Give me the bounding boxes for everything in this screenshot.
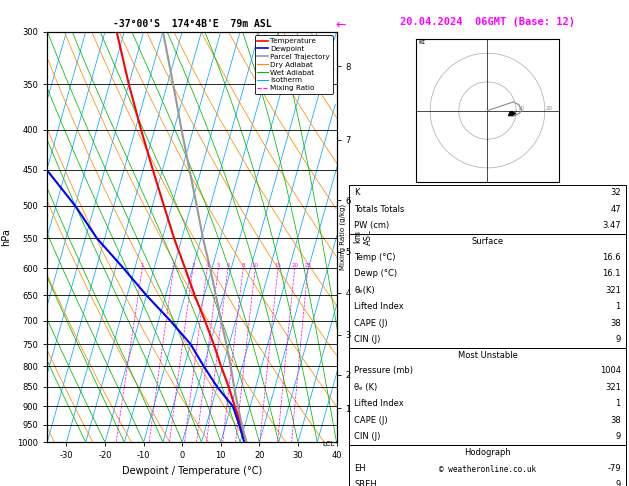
Text: LCL: LCL: [323, 441, 335, 447]
Text: 25: 25: [304, 263, 311, 268]
Text: Lifted Index: Lifted Index: [354, 399, 404, 408]
Text: 9: 9: [616, 433, 621, 441]
Text: 20.04.2024  06GMT (Base: 12): 20.04.2024 06GMT (Base: 12): [400, 17, 575, 27]
Text: 4: 4: [206, 263, 209, 268]
Text: 20: 20: [546, 105, 553, 111]
Text: 20: 20: [291, 263, 298, 268]
X-axis label: Dewpoint / Temperature (°C): Dewpoint / Temperature (°C): [122, 466, 262, 476]
Text: θₑ (K): θₑ (K): [354, 383, 377, 392]
Text: 3.47: 3.47: [602, 222, 621, 230]
Text: CIN (J): CIN (J): [354, 433, 381, 441]
Text: ←: ←: [335, 18, 346, 32]
Text: 321: 321: [605, 286, 621, 295]
Text: 1004: 1004: [600, 366, 621, 375]
Text: SREH: SREH: [354, 480, 377, 486]
Y-axis label: hPa: hPa: [2, 228, 11, 246]
Text: CIN (J): CIN (J): [354, 335, 381, 344]
Text: 1: 1: [616, 399, 621, 408]
Text: Most Unstable: Most Unstable: [457, 351, 518, 360]
Text: Pressure (mb): Pressure (mb): [354, 366, 413, 375]
Legend: Temperature, Dewpoint, Parcel Trajectory, Dry Adiabat, Wet Adiabat, Isotherm, Mi: Temperature, Dewpoint, Parcel Trajectory…: [255, 35, 333, 94]
Text: 16.6: 16.6: [602, 253, 621, 261]
Text: © weatheronline.co.uk: © weatheronline.co.uk: [439, 465, 536, 474]
Text: 8: 8: [242, 263, 245, 268]
Text: Temp (°C): Temp (°C): [354, 253, 396, 261]
Text: EH: EH: [354, 464, 365, 472]
Text: 1: 1: [616, 302, 621, 311]
Text: 47: 47: [610, 205, 621, 214]
Text: -79: -79: [607, 464, 621, 472]
Text: CAPE (J): CAPE (J): [354, 319, 387, 328]
Text: K: K: [354, 189, 360, 197]
Text: 2: 2: [172, 263, 175, 268]
Text: CAPE (J): CAPE (J): [354, 416, 387, 425]
Text: 9: 9: [616, 480, 621, 486]
Text: 6: 6: [226, 263, 230, 268]
Text: 38: 38: [610, 416, 621, 425]
Text: 3: 3: [191, 263, 195, 268]
Y-axis label: km
ASL: km ASL: [353, 229, 373, 245]
Text: 9: 9: [616, 335, 621, 344]
Text: 321: 321: [605, 383, 621, 392]
Text: Surface: Surface: [471, 237, 504, 246]
Text: Lifted Index: Lifted Index: [354, 302, 404, 311]
Text: 32: 32: [610, 189, 621, 197]
Title: -37°00'S  174°4B'E  79m ASL: -37°00'S 174°4B'E 79m ASL: [113, 19, 271, 30]
Text: Dewp (°C): Dewp (°C): [354, 269, 398, 278]
Text: 10: 10: [517, 105, 524, 111]
Text: kt: kt: [419, 39, 426, 45]
Text: Totals Totals: Totals Totals: [354, 205, 404, 214]
Text: θₑ(K): θₑ(K): [354, 286, 375, 295]
Text: 10: 10: [252, 263, 259, 268]
Text: Mixing Ratio (g/kg): Mixing Ratio (g/kg): [340, 204, 346, 270]
Text: 1: 1: [141, 263, 144, 268]
Text: 38: 38: [610, 319, 621, 328]
Text: Hodograph: Hodograph: [464, 448, 511, 457]
Text: 15: 15: [275, 263, 282, 268]
Text: 5: 5: [217, 263, 220, 268]
Text: PW (cm): PW (cm): [354, 222, 389, 230]
Text: 16.1: 16.1: [603, 269, 621, 278]
